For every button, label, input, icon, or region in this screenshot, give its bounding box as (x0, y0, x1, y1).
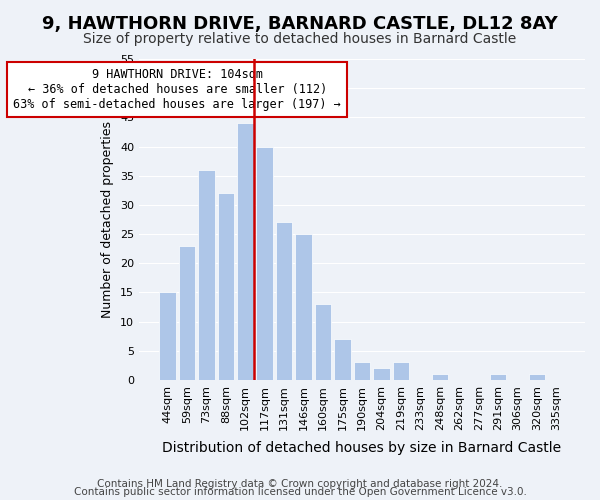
Bar (256, 146, 273, 380)
Text: 9, HAWTHORN DRIVE, BARNARD CASTLE, DL12 8AY: 9, HAWTHORN DRIVE, BARNARD CASTLE, DL12 … (42, 15, 558, 33)
Y-axis label: Number of detached properties: Number of detached properties (101, 121, 115, 318)
Bar (529, 374, 545, 380)
Bar (295, 234, 312, 380)
Bar (237, 123, 254, 380)
Bar (276, 222, 292, 380)
Bar (354, 362, 370, 380)
Bar (315, 304, 331, 380)
Bar (198, 170, 215, 380)
Text: Contains HM Land Registry data © Crown copyright and database right 2024.: Contains HM Land Registry data © Crown c… (97, 479, 503, 489)
Bar (431, 374, 448, 380)
X-axis label: Distribution of detached houses by size in Barnard Castle: Distribution of detached houses by size … (163, 441, 562, 455)
Bar (334, 339, 351, 380)
Bar (392, 362, 409, 380)
Bar (490, 374, 506, 380)
Bar (159, 292, 176, 380)
Bar (179, 246, 195, 380)
Bar (373, 368, 390, 380)
Bar (218, 193, 234, 380)
Text: Size of property relative to detached houses in Barnard Castle: Size of property relative to detached ho… (83, 32, 517, 46)
Text: Contains public sector information licensed under the Open Government Licence v3: Contains public sector information licen… (74, 487, 526, 497)
Text: 9 HAWTHORN DRIVE: 104sqm
← 36% of detached houses are smaller (112)
63% of semi-: 9 HAWTHORN DRIVE: 104sqm ← 36% of detach… (13, 68, 341, 111)
